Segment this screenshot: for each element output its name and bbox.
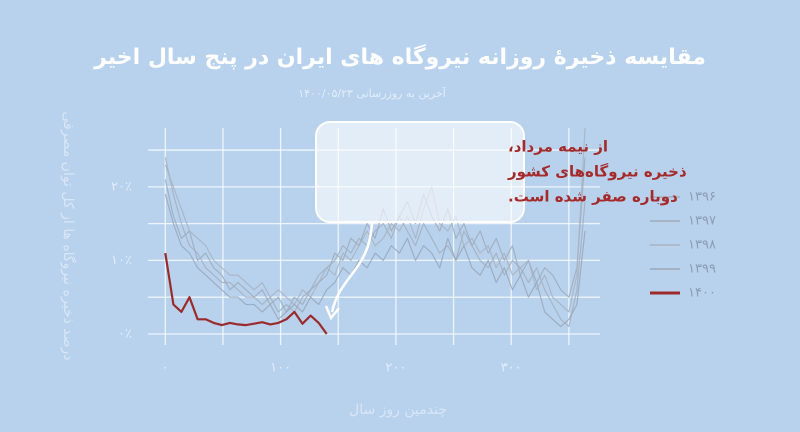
x-tick-label: ۳۰۰ [501, 361, 522, 376]
y-tick-label: ۱۰٪ [111, 253, 132, 268]
series-line [164, 157, 586, 328]
x-axis-title: چندمین روز سال [349, 402, 447, 418]
legend-label: ۱۳۹۹ [688, 262, 716, 277]
chart-title: مقایسه ذخیرهٔ روزانه نیروگاه های ایران د… [93, 43, 706, 70]
legend-label: ۱۴۰۰ [688, 286, 716, 301]
y-tick-label: ۲۰٪ [111, 179, 132, 194]
x-tick-label: ۰ [162, 361, 169, 376]
legend-label: ۱۳۹۸ [688, 238, 716, 253]
series-line [164, 252, 328, 335]
series-line [164, 157, 586, 313]
annotation: از نیمه مرداد، ذخیره نیروگاه‌های کشور دو… [315, 121, 687, 321]
y-axis-title: درصد ذخیره نیروگاه ها از کل توان مصرفی [60, 111, 77, 360]
y-tick-label: ۰٪ [118, 326, 132, 341]
plot-area: ۰٪ ۱۰٪ ۲۰٪ ۰ ۱۰۰ ۲۰۰ ۳۰۰ [111, 127, 680, 376]
annotation-text: دوباره صفر شده است. [508, 188, 678, 206]
annotation-text: ذخیره نیروگاه‌های کشور [507, 163, 687, 181]
series-line [164, 194, 586, 328]
legend-label: ۱۳۹۷ [688, 214, 716, 229]
chart-subtitle: آخرین به روزرسانی ۱۴۰۰/۰۵/۲۳ [298, 86, 446, 100]
legend-label: ۱۳۹۶ [688, 190, 716, 205]
annotation-text: از نیمه مرداد، [508, 138, 608, 156]
x-tick-label: ۱۰۰ [270, 361, 291, 376]
series-line [164, 127, 586, 313]
annotation-arrowhead [324, 305, 340, 321]
x-tick-label: ۲۰۰ [385, 361, 406, 376]
annotation-arrow [330, 221, 374, 313]
annotation-box [315, 121, 525, 223]
